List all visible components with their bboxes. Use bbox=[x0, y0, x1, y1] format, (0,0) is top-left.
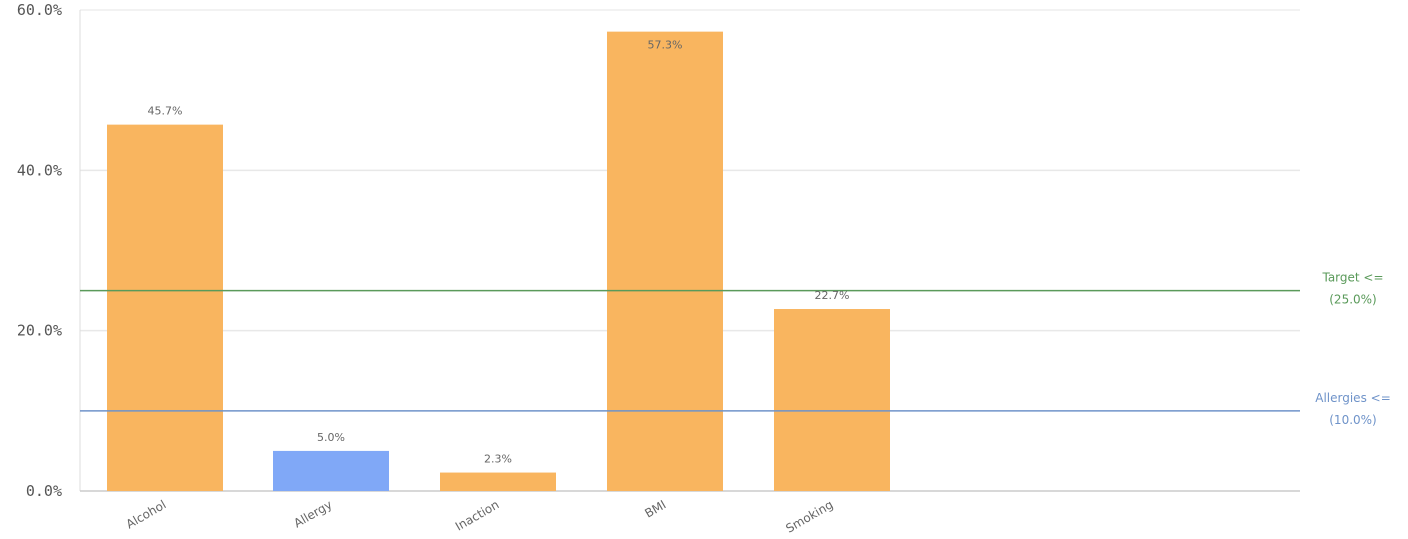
bar-value-label: 2.3% bbox=[484, 453, 512, 466]
bar-value-label: 22.7% bbox=[815, 289, 850, 302]
x-category-label: Smoking bbox=[783, 497, 835, 535]
x-category-label: Inaction bbox=[453, 497, 502, 533]
reference-line-layer bbox=[80, 289, 1300, 412]
bar-inaction[interactable] bbox=[440, 472, 556, 491]
reference-line-value: (10.0%) bbox=[1329, 413, 1376, 427]
bar-smoking[interactable] bbox=[774, 309, 890, 491]
bar-value-label: 45.7% bbox=[148, 105, 183, 118]
y-tick-label: 20.0% bbox=[17, 322, 62, 340]
reference-line-label: Allergies <= bbox=[1315, 391, 1391, 405]
bar-value-label: 57.3% bbox=[648, 39, 683, 52]
x-category-label: Allergy bbox=[291, 497, 334, 530]
bar-layer bbox=[107, 31, 890, 492]
x-category-label: BMI bbox=[642, 497, 668, 520]
bar-allergy[interactable] bbox=[273, 450, 389, 491]
reference-line-label: Target <= bbox=[1321, 271, 1383, 285]
y-tick-label: 60.0% bbox=[17, 1, 62, 19]
bar-bmi[interactable] bbox=[607, 31, 723, 492]
y-tick-label: 0.0% bbox=[26, 482, 62, 500]
bar-alcohol[interactable] bbox=[107, 124, 223, 491]
reference-line-value: (25.0%) bbox=[1329, 293, 1376, 307]
bar-value-label: 5.0% bbox=[317, 431, 345, 444]
y-tick-label: 40.0% bbox=[17, 161, 62, 179]
x-category-label: Alcohol bbox=[124, 497, 169, 531]
